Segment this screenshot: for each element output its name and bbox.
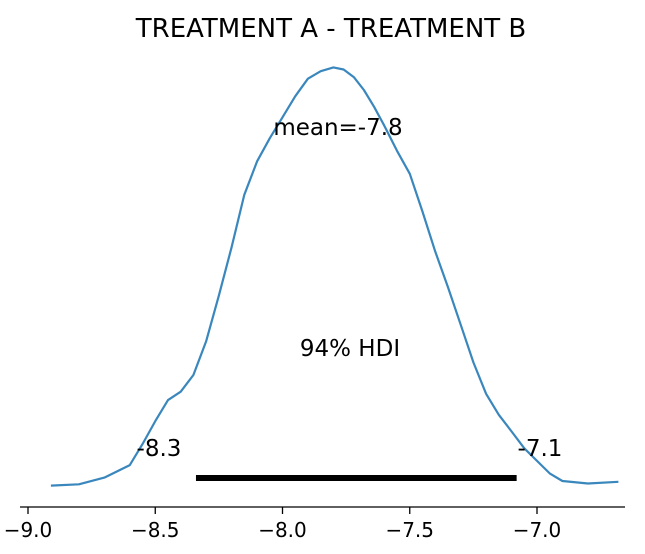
chart-title: TREATMENT A - TREATMENT B [135, 14, 527, 44]
hdi-low-label: -8.3 [137, 436, 182, 462]
plot-area [50, 66, 619, 487]
x-axis: −9.0 −8.5 −8.0 −7.5 −7.0 [4, 506, 625, 542]
density-curve [50, 66, 619, 487]
hdi-high-label: -7.1 [518, 436, 563, 462]
x-tick-label: −8.0 [258, 518, 307, 542]
hdi-label: 94% HDI [300, 336, 400, 362]
x-tick-label: −9.0 [4, 518, 53, 542]
x-tick-label: −7.5 [385, 518, 434, 542]
x-tick-label: −8.5 [131, 518, 180, 542]
x-tick-label: −7.0 [513, 518, 562, 542]
mean-annotation: mean=-7.8 [273, 115, 402, 141]
